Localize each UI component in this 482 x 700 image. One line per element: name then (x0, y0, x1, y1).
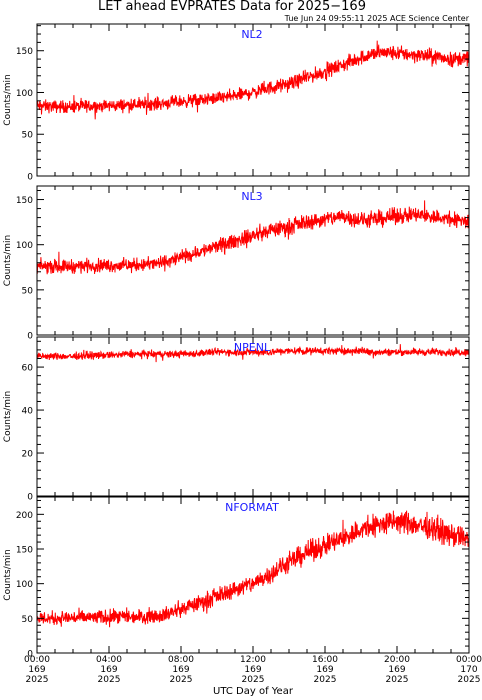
y-axis-title: Counts/min (3, 235, 13, 286)
svg-text:2025: 2025 (314, 675, 337, 685)
y-tick-label: 40 (22, 407, 34, 417)
svg-text:2025: 2025 (98, 675, 121, 685)
y-tick-label: 50 (22, 131, 34, 141)
x-axis-labels: 00:00169202504:00169202508:00169202512:0… (24, 655, 482, 685)
svg-text:2025: 2025 (386, 675, 409, 685)
y-axis-title: Counts/min (3, 549, 13, 600)
y-tick-label: 20 (22, 450, 34, 460)
svg-text:20:00: 20:00 (384, 655, 410, 665)
y-tick-label: 100 (16, 580, 33, 590)
panel-nformat: 0 50 100 150 200 Counts/min NFORMAT (3, 496, 470, 660)
svg-text:169: 169 (316, 665, 333, 675)
chart-title: LET ahead EVPRATES Data for 2025−169 (98, 0, 366, 14)
svg-text:169: 169 (388, 665, 405, 675)
y-tick-label: 100 (16, 89, 33, 99)
svg-text:00:00: 00:00 (456, 655, 482, 665)
svg-text:2025: 2025 (458, 675, 481, 685)
panel-npenl: 0 20 40 60 Counts/min NPENL (3, 336, 470, 503)
svg-text:169: 169 (244, 665, 261, 675)
y-tick-label: 100 (16, 241, 33, 251)
panel-label: NL2 (241, 28, 262, 41)
y-tick-label: 0 (27, 650, 33, 660)
panel-frame (36, 336, 470, 497)
series-line-nl2 (36, 40, 470, 120)
svg-text:16:00: 16:00 (312, 655, 338, 665)
y-tick-label: 50 (22, 615, 34, 625)
panel-label: NPENL (234, 341, 271, 354)
panel-frame (36, 23, 470, 177)
svg-text:2025: 2025 (170, 675, 193, 685)
y-tick-label: 200 (16, 511, 33, 521)
series-line-npenl (36, 344, 470, 363)
svg-text:169: 169 (100, 665, 117, 675)
y-tick-label: 150 (16, 196, 33, 206)
svg-text:04:00: 04:00 (96, 655, 122, 665)
svg-text:00:00: 00:00 (24, 655, 50, 665)
y-tick-label: 0 (27, 332, 33, 342)
panels: 050100150Counts/minNL2050100150Counts/mi… (3, 23, 470, 660)
y-tick-label: 50 (22, 286, 34, 296)
svg-text:2025: 2025 (242, 675, 265, 685)
y-tick-label: 0 (27, 173, 33, 183)
svg-text:12:00: 12:00 (240, 655, 266, 665)
svg-text:169: 169 (28, 665, 45, 675)
panel-label: NFORMAT (225, 501, 279, 514)
y-axis-title: Counts/min (3, 391, 13, 442)
y-tick-label: 150 (16, 47, 33, 57)
svg-text:169: 169 (172, 665, 189, 675)
y-tick-label: 60 (22, 364, 34, 374)
panel-nl3: 0 50 100 150 Counts/min NL3 (3, 185, 470, 342)
y-tick-label: 0 (27, 493, 33, 503)
y-axis-title: Counts/min (3, 74, 13, 125)
series-line-nl3 (36, 200, 470, 275)
panel-nl2: 0 50 100 150 Counts/min NL2 (3, 23, 470, 183)
svg-text:08:00: 08:00 (168, 655, 194, 665)
svg-text:2025: 2025 (26, 675, 49, 685)
panel-frame (36, 185, 470, 336)
svg-text:170: 170 (460, 665, 477, 675)
x-axis-title: UTC Day of Year (213, 686, 294, 697)
panel-label: NL3 (241, 190, 262, 203)
y-tick-label: 150 (16, 546, 33, 556)
timestamp: Tue Jun 24 09:55:11 2025 ACE Science Cen… (284, 14, 470, 23)
series-line-nformat (36, 510, 470, 628)
